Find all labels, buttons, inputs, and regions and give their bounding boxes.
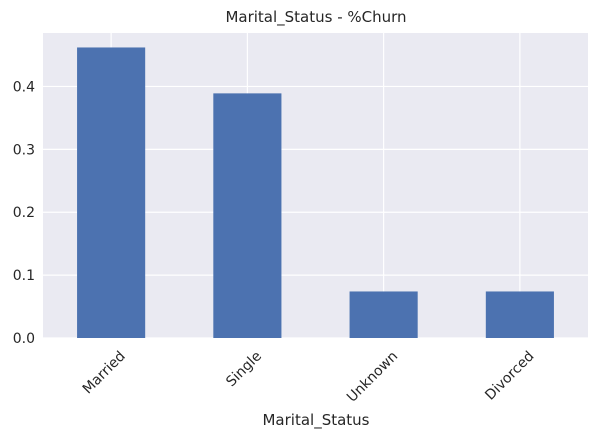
y-axis-ticks: 0.0 0.1 0.2 0.3 0.4: [13, 79, 35, 347]
y-tick-label: 0.2: [13, 205, 35, 221]
x-axis-ticks: Married Single Unknown Divorced: [80, 348, 538, 405]
x-tick-label: Single: [223, 348, 265, 390]
y-tick-label: 0.1: [13, 268, 35, 284]
y-tick-label: 0.0: [13, 331, 35, 347]
x-tick-label: Divorced: [482, 348, 537, 403]
bar-unknown: [349, 291, 418, 338]
y-tick-label: 0.4: [13, 79, 35, 95]
chart-title: Marital_Status - %Churn: [225, 8, 406, 27]
y-tick-label: 0.3: [13, 142, 35, 158]
bar-married: [77, 47, 146, 338]
x-axis-label: Marital_Status: [262, 411, 369, 430]
bar-divorced: [485, 291, 554, 338]
x-tick-label: Unknown: [344, 348, 401, 405]
bars: [77, 47, 554, 339]
x-tick-label: Married: [80, 348, 129, 397]
bar-single: [213, 93, 282, 339]
